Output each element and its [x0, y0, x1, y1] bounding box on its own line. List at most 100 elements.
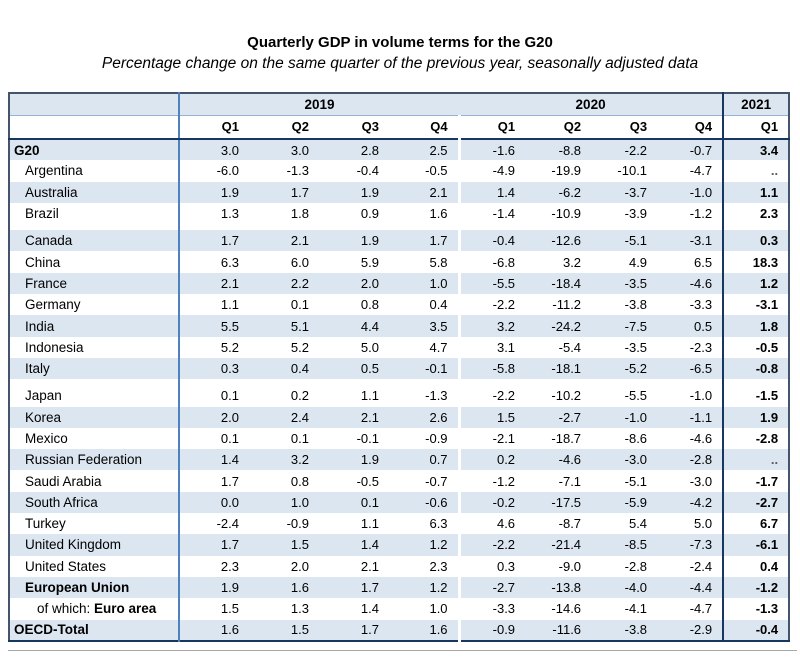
value-cell: 5.0: [694, 516, 713, 532]
row-label-text: Japan: [25, 388, 62, 404]
value-cell: -0.9: [389, 427, 461, 450]
page-subtitle: Percentage change on the same quarter of…: [101, 55, 699, 72]
quarter-header: Q2: [249, 115, 319, 140]
value-cell: -4.4: [657, 576, 724, 599]
value-cell: -2.2: [591, 139, 658, 161]
country-column-subheader: [9, 115, 180, 140]
value-cell: -1.2: [722, 576, 790, 599]
table-row: United States 2.3 2.0 2.1 2.3 0.3 -9.0 -2.8 -2.4…: [9, 555, 790, 577]
value-cell: -2.1: [492, 431, 516, 446]
value-cell: 1.0: [249, 491, 319, 514]
row-label: European Union: [9, 576, 180, 599]
value-cell: 4.7: [389, 336, 461, 358]
value-cell: 2.3: [389, 555, 461, 577]
table-row: France 2.1 2.2 2.0 1.0 -5.5 -18.4 -3.5 -4.6 1.2: [9, 272, 790, 295]
row-label: Germany: [9, 294, 180, 316]
value-cell: 2.1: [179, 272, 249, 295]
table-row: Korea 2.0 2.4 2.1 2.6 1.5 -2.7 -1.0 -1.1 1.9: [9, 406, 790, 428]
row-label-text: Canada: [25, 233, 73, 249]
spacer-cell: [249, 224, 319, 231]
value-cell: 1.5: [249, 534, 319, 556]
value-cell: 0.4: [722, 555, 790, 577]
spacer-cell: [319, 224, 389, 231]
value-cell: -24.2: [525, 315, 592, 337]
row-label-text: Russian Federation: [25, 452, 143, 468]
value-cell: 1.9: [319, 181, 389, 203]
value-cell: -7.5: [591, 315, 658, 337]
spacer-cell: [591, 224, 658, 231]
table-row: G20 3.0 3.0 2.8 2.5 -1.6 -8.8 -2.2 -0.7 3.4: [9, 139, 790, 161]
value-cell: 0.1: [290, 431, 309, 446]
row-label: Mexico: [9, 427, 180, 450]
row-label: India: [9, 315, 180, 337]
table-row: Argentina -6.0 -1.3 -0.4 -0.5 -4.9 -19.9 -10.1 -…: [9, 160, 790, 182]
value-cell: 5.5: [179, 315, 249, 337]
value-cell: -3.3: [689, 297, 713, 313]
value-cell: -0.9: [459, 619, 526, 641]
value-cell: 2.3: [722, 202, 790, 225]
value-cell: -3.1: [722, 294, 790, 316]
value-cell: 1.7: [220, 473, 239, 489]
row-label: Italy: [9, 357, 180, 380]
spacer-cell: [459, 224, 526, 231]
row-label-prefix: of which:: [37, 601, 95, 617]
value-cell: 1.7: [179, 534, 249, 556]
value-cell: -6.8: [492, 254, 516, 270]
value-cell: 0.2: [290, 388, 309, 404]
value-cell: 1.1: [360, 388, 379, 404]
row-label: G20: [9, 139, 180, 161]
value-cell: -3.5: [624, 339, 648, 355]
gdp-table-body: G20 3.0 3.0 2.8 2.5 -1.6 -8.8 -2.2 -0.7 3.4 Argent…: [9, 139, 790, 641]
value-cell: 5.8: [389, 251, 461, 273]
value-cell: 5.1: [249, 315, 319, 337]
value-cell: 1.8: [290, 206, 309, 222]
value-cell: -6.5: [657, 357, 724, 380]
value-cell: -2.2: [492, 297, 516, 313]
value-cell: -18.4: [525, 272, 592, 295]
value-cell: -8.5: [591, 534, 658, 556]
value-cell: 6.5: [694, 254, 713, 270]
spacer-cell: [9, 224, 180, 231]
value-cell: -19.9: [551, 163, 582, 179]
row-label-text: United Kingdom: [25, 537, 122, 553]
value-cell: -1.3: [722, 598, 790, 620]
value-cell: -10.2: [551, 388, 582, 404]
value-cell: 1.0: [389, 272, 461, 295]
value-cell: 2.3: [220, 558, 239, 574]
value-cell: 1.2: [722, 272, 790, 295]
value-cell: -1.7: [722, 470, 790, 492]
value-cell: 2.1: [389, 181, 461, 203]
value-cell: -9.0: [558, 558, 582, 574]
value-cell: ..: [722, 449, 790, 471]
value-cell: 0.4: [249, 357, 319, 380]
value-cell: 1.4: [459, 181, 526, 203]
spacer-cell: [525, 224, 592, 231]
gdp-table: 2019 2020 2021 Q1 Q2 Q3 Q4 Q1 Q2 Q3 Q4 Q…: [8, 92, 791, 642]
value-cell: 3.4: [722, 139, 790, 161]
value-cell: 5.2: [220, 339, 239, 355]
bottom-divider-line: [8, 650, 797, 651]
table-row: of which: Euro area 1.5 1.3 1.4 1.0 -3.3 -14.6…: [9, 598, 790, 620]
value-cell: -6.0: [216, 163, 239, 179]
spacer-cell: [389, 224, 461, 231]
value-cell: -0.2: [459, 491, 526, 514]
value-cell: 2.6: [389, 406, 461, 428]
spacer-cell: [722, 224, 790, 231]
row-label-text: Italy: [25, 361, 50, 377]
year-header-row: 2019 2020 2021: [9, 93, 790, 116]
value-cell: 2.0: [319, 272, 389, 295]
value-cell: -2.4: [689, 558, 713, 574]
row-label: Russian Federation: [9, 449, 180, 471]
row-label: South Africa: [9, 491, 180, 514]
value-cell: -2.2: [492, 388, 516, 404]
row-label-text: Argentina: [25, 163, 83, 179]
value-cell: 6.7: [722, 513, 790, 535]
value-cell: 1.9: [319, 230, 389, 252]
value-cell: 0.8: [360, 297, 379, 313]
value-cell: -4.6: [525, 449, 592, 471]
value-cell: 1.7: [319, 576, 389, 599]
row-label-text: Saudi Arabia: [25, 473, 102, 489]
value-cell: 5.9: [360, 254, 379, 270]
table-row: China 6.3 6.0 5.9 5.8 -6.8 3.2 4.9 6.5 18.3: [9, 251, 790, 273]
